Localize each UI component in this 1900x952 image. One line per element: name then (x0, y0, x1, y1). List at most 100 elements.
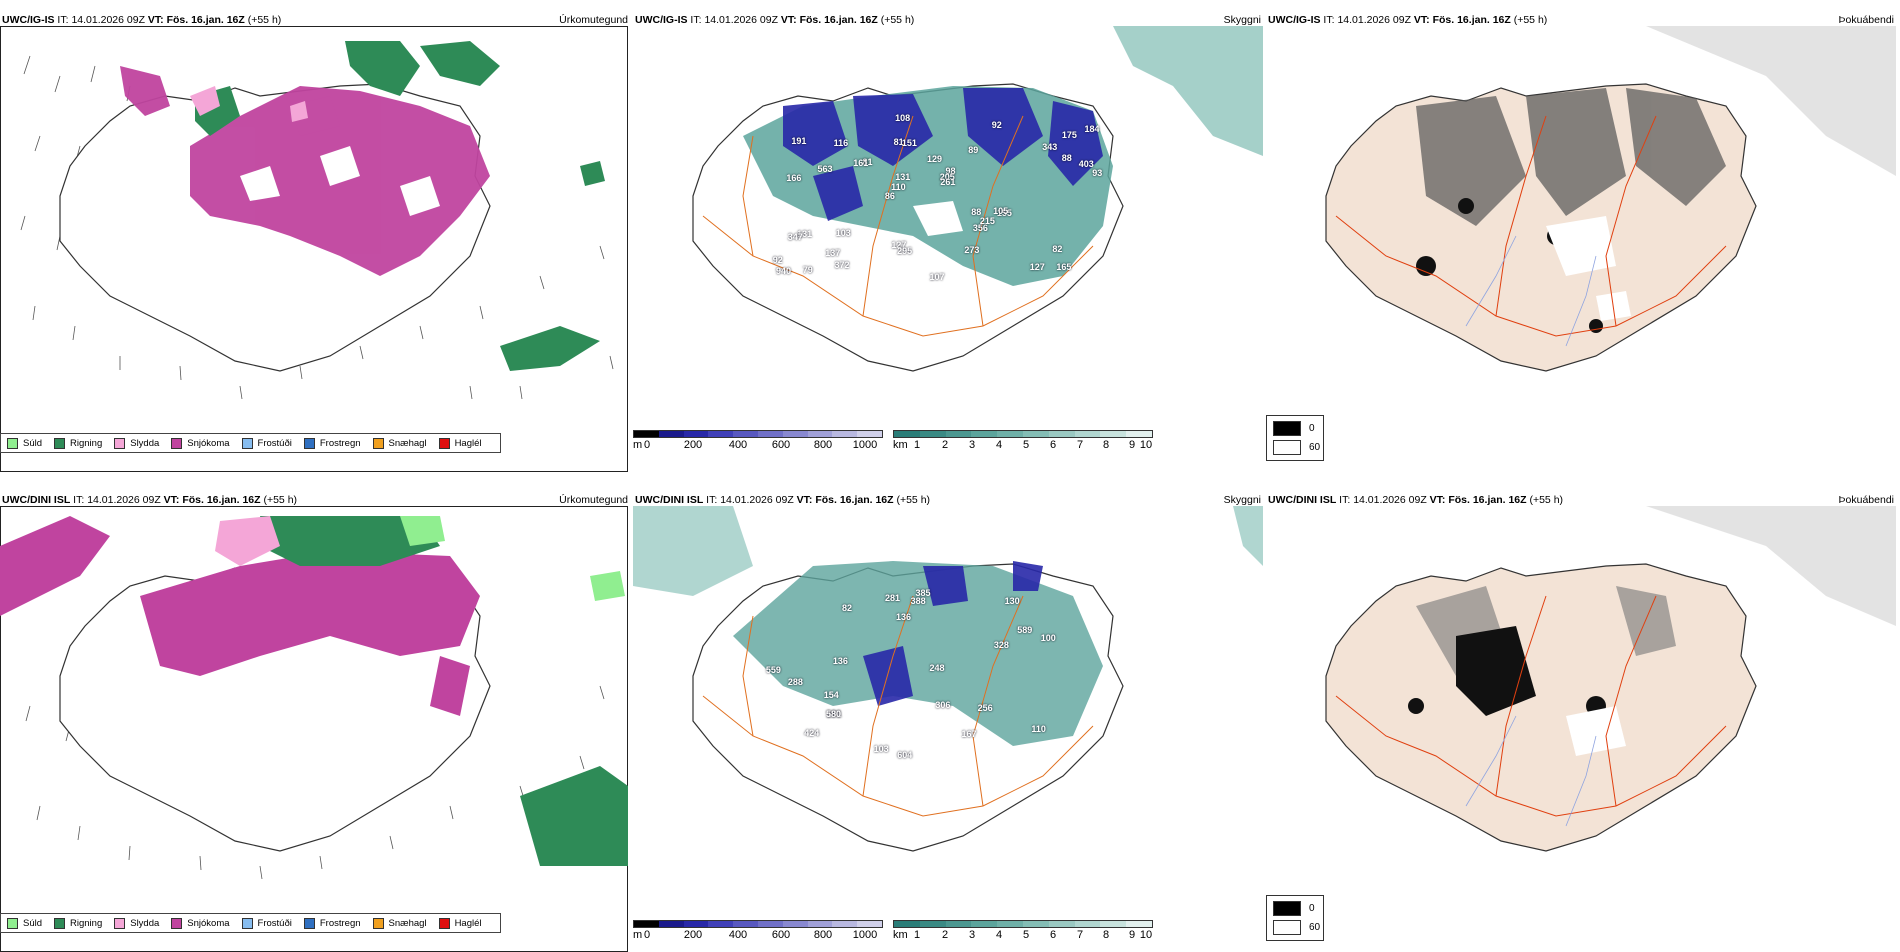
legend-item: Frostregn (303, 437, 361, 449)
visibility-value-label: 108 (895, 112, 911, 123)
colorbar-unit: km (893, 439, 908, 451)
legend-item: Súld (7, 917, 42, 929)
legend-swatch (303, 437, 315, 449)
visibility-value-label: 424 (804, 727, 820, 738)
visibility-value-label: 79 (802, 265, 813, 276)
visibility-value-label: 155 (996, 208, 1012, 219)
visibility-value-label: 403 (1078, 158, 1094, 169)
legend-item: Snæhagl (372, 917, 427, 929)
legend-swatch (372, 917, 384, 929)
visibility-value-label: 116 (833, 137, 849, 148)
legend-item: Snjókoma (171, 437, 230, 449)
visibility-value-label: 161 (853, 158, 869, 169)
visibility-value-label: 103 (873, 744, 889, 755)
colorbar-tick: 0 (643, 929, 651, 941)
colorbar-tick: 8 (1102, 439, 1110, 451)
visibility-value-label: 136 (896, 612, 912, 623)
colorbar-tick: 200 (683, 929, 703, 941)
visibility-value-label: 127 (1029, 262, 1045, 273)
colorbar-unit: km (893, 929, 908, 941)
precip-legend-bottom: Súld Rigning Slydda Snjókoma Frostúði Fr… (0, 913, 501, 933)
visibility-value-label: 127 (891, 240, 907, 251)
visibility-value-label: 273 (964, 245, 980, 256)
colorbar-unit: m (633, 929, 643, 941)
panel-title: Þokuábendi (1838, 494, 1894, 506)
colorbar-tick: 1000 (852, 929, 878, 941)
visibility-value-label: 167 (961, 729, 977, 740)
visibility-value-label: 261 (940, 177, 956, 188)
visibility-value-label: 98 (945, 165, 956, 176)
visibility-value-label: 131 (895, 172, 911, 183)
visibility-value-label: 306 (935, 700, 951, 711)
colorbar-km-bar (893, 920, 1153, 928)
legend-item: Slydda (114, 917, 159, 929)
colorbar-tick: 2 (941, 929, 949, 941)
visibility-value-label: 604 (897, 750, 913, 761)
visibility-value-label: 166 (786, 173, 802, 184)
visibility-panel-bottom: UWC/DINI ISL IT: 14.01.2026 09Z VT: Fös.… (633, 490, 1263, 941)
visibility-panel-top: UWC/IG-IS IT: 14.01.2026 09Z VT: Fös. 16… (633, 10, 1263, 451)
visibility-value-label: 165 (1056, 262, 1072, 273)
fog-legend-swatch (1273, 901, 1301, 916)
fog-legend-swatch (1273, 920, 1301, 935)
precip-type-panel-top: UWC/IG-IS IT: 14.01.2026 09Z VT: Fös. 16… (0, 10, 630, 472)
visibility-value-label: 103 (835, 227, 851, 238)
colorbar-tick: 5 (1022, 439, 1030, 451)
legend-item: Frostúði (241, 917, 292, 929)
legend-item: Frostúði (241, 437, 292, 449)
panel-title: Úrkomutegund (559, 14, 628, 26)
visibility-value-label: 129 (927, 153, 943, 164)
colorbar-tick: 400 (728, 929, 748, 941)
precip-map-top (20, 41, 614, 400)
colorbar-tick: 6 (1049, 929, 1057, 941)
visibility-value-label: 248 (929, 663, 945, 674)
legend-swatch (241, 437, 253, 449)
visibility-value-label: 343 (1042, 142, 1058, 153)
visibility-value-label: 92 (772, 254, 783, 265)
colorbar-tick: 7 (1076, 929, 1084, 941)
legend-swatch (438, 917, 450, 929)
legend-item: Súld (7, 437, 42, 449)
legend-swatch (54, 917, 66, 929)
legend-swatch (171, 437, 183, 449)
fog-legend-swatch (1273, 440, 1301, 455)
visibility-value-label: 559 (765, 664, 781, 675)
colorbar-tick: 10 (1139, 439, 1153, 451)
precip-legend-top: Súld Rigning Slydda Snjókoma Frostúði Fr… (0, 433, 501, 453)
colorbar-tick: 5 (1022, 929, 1030, 941)
visibility-value-label: 107 (929, 271, 945, 282)
colorbar-tick: 1 (913, 439, 921, 451)
fog-map-top (1325, 26, 1896, 372)
colorbar-km-bar (893, 430, 1153, 438)
legend-swatch (438, 437, 450, 449)
visibility-value-label: 151 (901, 137, 917, 148)
map-frame (0, 26, 628, 472)
fog-panel-top: UWC/IG-IS IT: 14.01.2026 09Z VT: Fös. 16… (1266, 10, 1896, 450)
fog-legend-top: 0 60 (1266, 415, 1324, 461)
colorbar-tick: 600 (771, 929, 791, 941)
colorbar-m-bar (633, 430, 883, 438)
precip-type-panel-bottom: UWC/DINI ISL IT: 14.01.2026 09Z VT: Fös.… (0, 490, 630, 952)
visibility-value-label: 89 (968, 145, 979, 156)
visibility-value-label: 130 (1004, 596, 1020, 607)
visibility-value-label: 131 (797, 228, 813, 239)
visibility-map-top (692, 26, 1263, 372)
visibility-value-label: 388 (910, 596, 926, 607)
legend-swatch (7, 917, 18, 929)
visibility-value-label: 137 (825, 247, 841, 258)
panel-title: Skyggni (1223, 494, 1261, 506)
visibility-value-label: 372 (834, 260, 850, 271)
colorbar-m-bar (633, 920, 883, 928)
legend-item: Haglél (438, 917, 482, 929)
visibility-value-label: 288 (787, 677, 803, 688)
fog-legend-row: 60 (1273, 440, 1320, 455)
colorbar-tick: 3 (968, 929, 976, 941)
panel-header: UWC/DINI ISL IT: 14.01.2026 09Z VT: Fös.… (1268, 494, 1564, 506)
legend-item: Frostregn (303, 917, 361, 929)
colorbar-tick: 600 (771, 439, 791, 451)
visibility-value-label: 215 (979, 216, 995, 227)
visibility-value-label: 136 (832, 656, 848, 667)
colorbar-tick: 0 (643, 439, 651, 451)
visibility-value-label: 347 (787, 232, 803, 243)
fog-panel-bottom: UWC/DINI ISL IT: 14.01.2026 09Z VT: Fös.… (1266, 490, 1896, 930)
